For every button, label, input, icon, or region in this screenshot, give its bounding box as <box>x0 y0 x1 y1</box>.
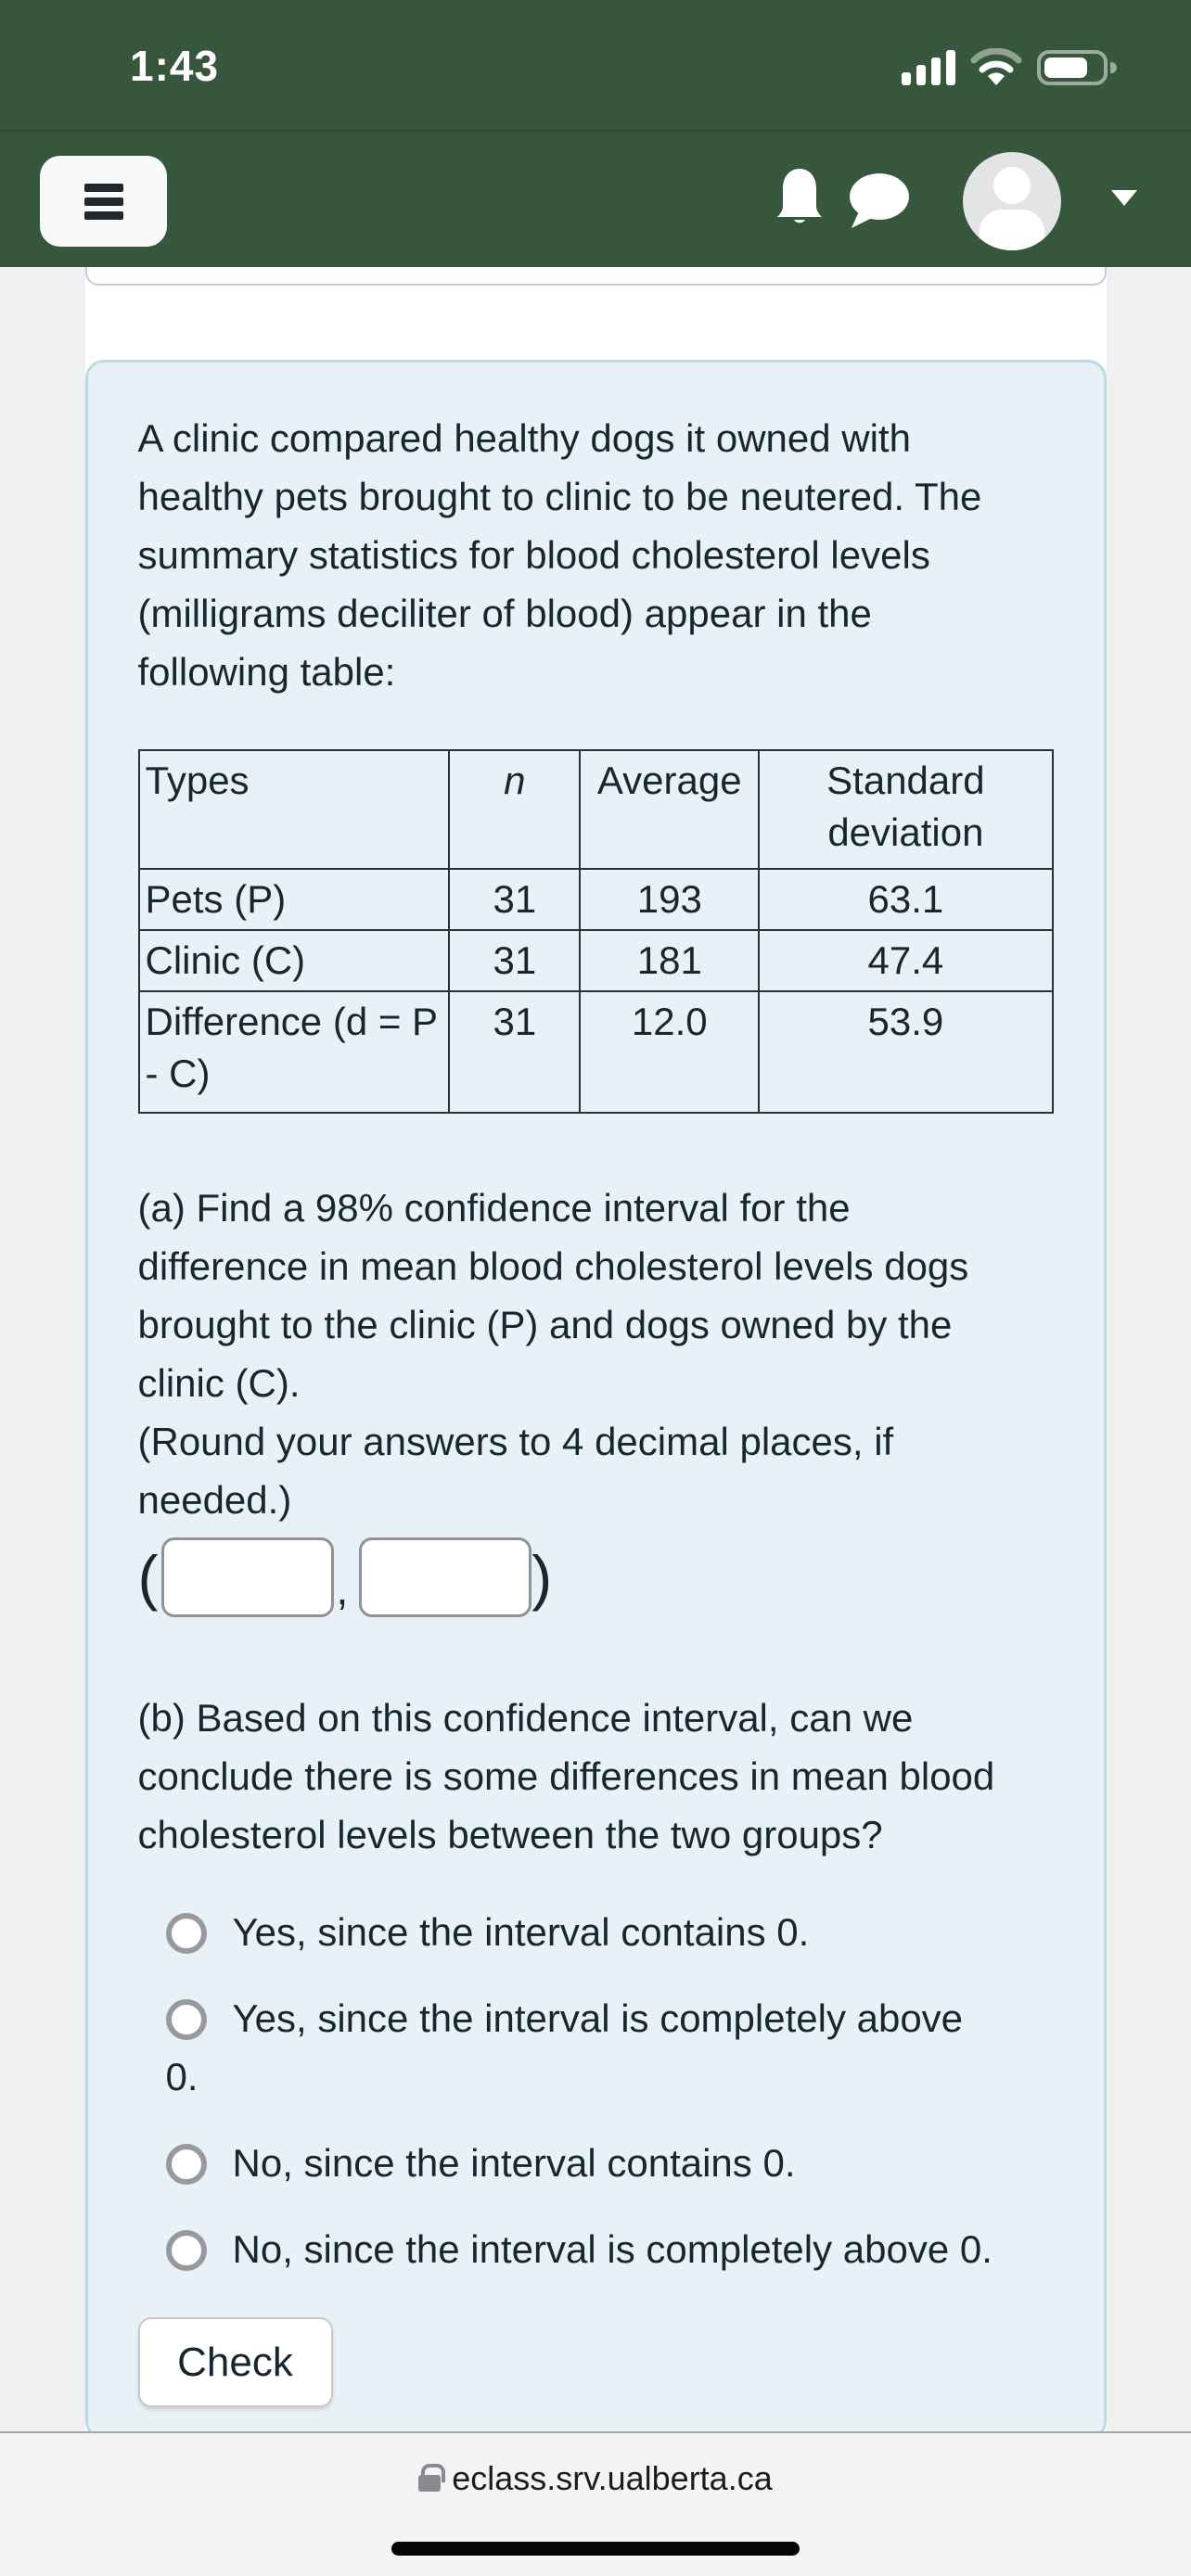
header-types: Types <box>137 749 451 870</box>
option-yes-completely-above-0[interactable]: Yes, since the interval is completely ab… <box>165 1996 964 2098</box>
notifications-bell-icon[interactable] <box>775 167 824 228</box>
option-no-completely-above-0[interactable]: No, since the interval is completely abo… <box>165 2220 1054 2278</box>
wifi-icon <box>970 47 1022 85</box>
open-paren: ( <box>137 1543 159 1612</box>
app-header: 1:43 <box>0 0 1191 267</box>
nav-bar <box>0 132 1191 265</box>
confidence-interval-answer-row: ( , ) <box>138 1531 1054 1624</box>
status-icons <box>902 46 1117 85</box>
table-row: Pets (P) 31 193 63.1 <box>137 868 1054 931</box>
table-row: Difference (d = P - C) 31 12.0 53.9 <box>137 990 1054 1114</box>
browser-bottom-bar: eclass.srv.ualberta.ca <box>0 2431 1191 2576</box>
header-standard-deviation: Standard deviation <box>758 749 1054 870</box>
lock-icon <box>418 2464 446 2492</box>
avatar[interactable] <box>963 152 1061 250</box>
option-no-contains-0[interactable]: No, since the interval contains 0. <box>165 2134 1054 2192</box>
radio-button-icon[interactable] <box>165 1999 207 2040</box>
part-a-text: (a) Find a 98% confidence interval for t… <box>137 1186 969 1522</box>
interval-lower-bound-input[interactable] <box>161 1537 335 1617</box>
address-bar[interactable]: eclass.srv.ualberta.ca <box>0 2459 1191 2498</box>
site-url: eclass.srv.ualberta.ca <box>452 2459 773 2497</box>
question-intro-text: A clinic compared healthy dogs it owned … <box>137 416 982 694</box>
menu-icon <box>83 183 123 192</box>
interval-upper-bound-input[interactable] <box>359 1537 532 1617</box>
cellular-signal-icon <box>902 50 955 85</box>
previous-card-bottom-edge <box>84 267 1107 286</box>
header-n: n <box>448 749 582 870</box>
answer-options: Yes, since the interval contains 0. Yes,… <box>138 1903 1054 2278</box>
radio-button-icon[interactable] <box>165 2144 207 2185</box>
check-button[interactable]: Check <box>137 2317 333 2407</box>
table-header-row: Types n Average Standard deviation <box>137 749 1054 870</box>
close-paren: ) <box>531 1543 553 1612</box>
messages-bubble-icon[interactable] <box>844 172 911 232</box>
separator-comma: , <box>336 1565 349 1613</box>
radio-button-icon[interactable] <box>165 2230 207 2271</box>
chevron-down-icon[interactable] <box>1111 190 1137 206</box>
header-average: Average <box>579 749 761 870</box>
home-indicator[interactable] <box>391 2542 800 2556</box>
clock: 1:43 <box>130 42 220 90</box>
hamburger-menu-button[interactable] <box>40 156 167 247</box>
table-row: Clinic (C) 31 181 47.4 <box>137 929 1054 992</box>
part-b-text: (b) Based on this confidence interval, c… <box>137 1696 995 1856</box>
battery-icon <box>1037 50 1117 85</box>
content-column: A clinic compared healthy dogs it owned … <box>84 267 1107 2431</box>
question-card: A clinic compared healthy dogs it owned … <box>84 360 1107 2431</box>
summary-statistics-table: Types n Average Standard deviation Pets … <box>137 749 1054 1114</box>
radio-button-icon[interactable] <box>165 1913 207 1954</box>
page-content: A clinic compared healthy dogs it owned … <box>0 267 1191 2431</box>
status-bar: 1:43 <box>0 0 1191 132</box>
option-yes-contains-0[interactable]: Yes, since the interval contains 0. <box>165 1903 1054 1961</box>
